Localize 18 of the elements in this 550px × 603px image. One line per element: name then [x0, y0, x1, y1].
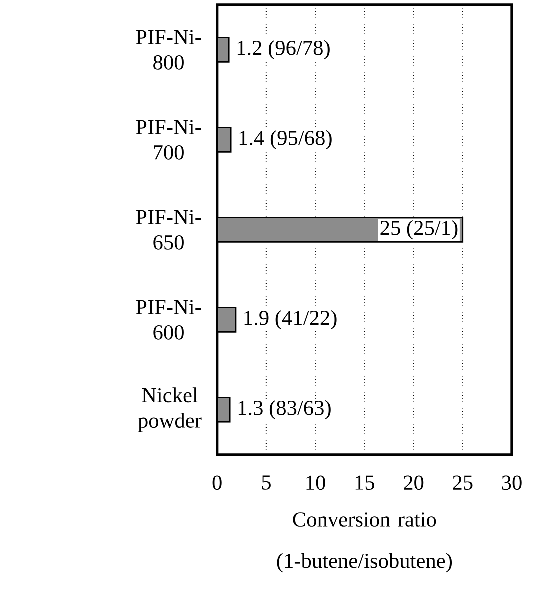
x-tick-label: 10 [306, 476, 326, 490]
y-tick-label: PIF-Ni-700 [136, 120, 202, 160]
y-tick-label: PIF-Ni-800 [136, 30, 202, 70]
y-tick-label: PIF-Ni-650 [136, 210, 202, 250]
y-tick-label: Nickel powder [138, 388, 202, 432]
x-tick-label: 0 [212, 476, 222, 490]
text: Conversion ratio (1-butene/isobutene) [277, 512, 452, 573]
x-tick-label: 20 [404, 476, 424, 490]
x-tick-label: 5 [262, 476, 271, 490]
data-label: 1.4 (95/68) [240, 130, 332, 150]
x-tick-label: 25 [453, 476, 473, 490]
y-tick-label: PIF-Ni-600 [136, 300, 202, 340]
data-label: 1.3 (83/63) [238, 400, 331, 420]
data-label: 1.2 (96/78) [238, 40, 330, 60]
x-tick-label: 30 [502, 476, 522, 490]
x-tick-label: 15 [356, 476, 374, 490]
data-label: 1.9 (41/22) [244, 310, 337, 330]
data-label: 25 (25/1) [380, 220, 458, 240]
